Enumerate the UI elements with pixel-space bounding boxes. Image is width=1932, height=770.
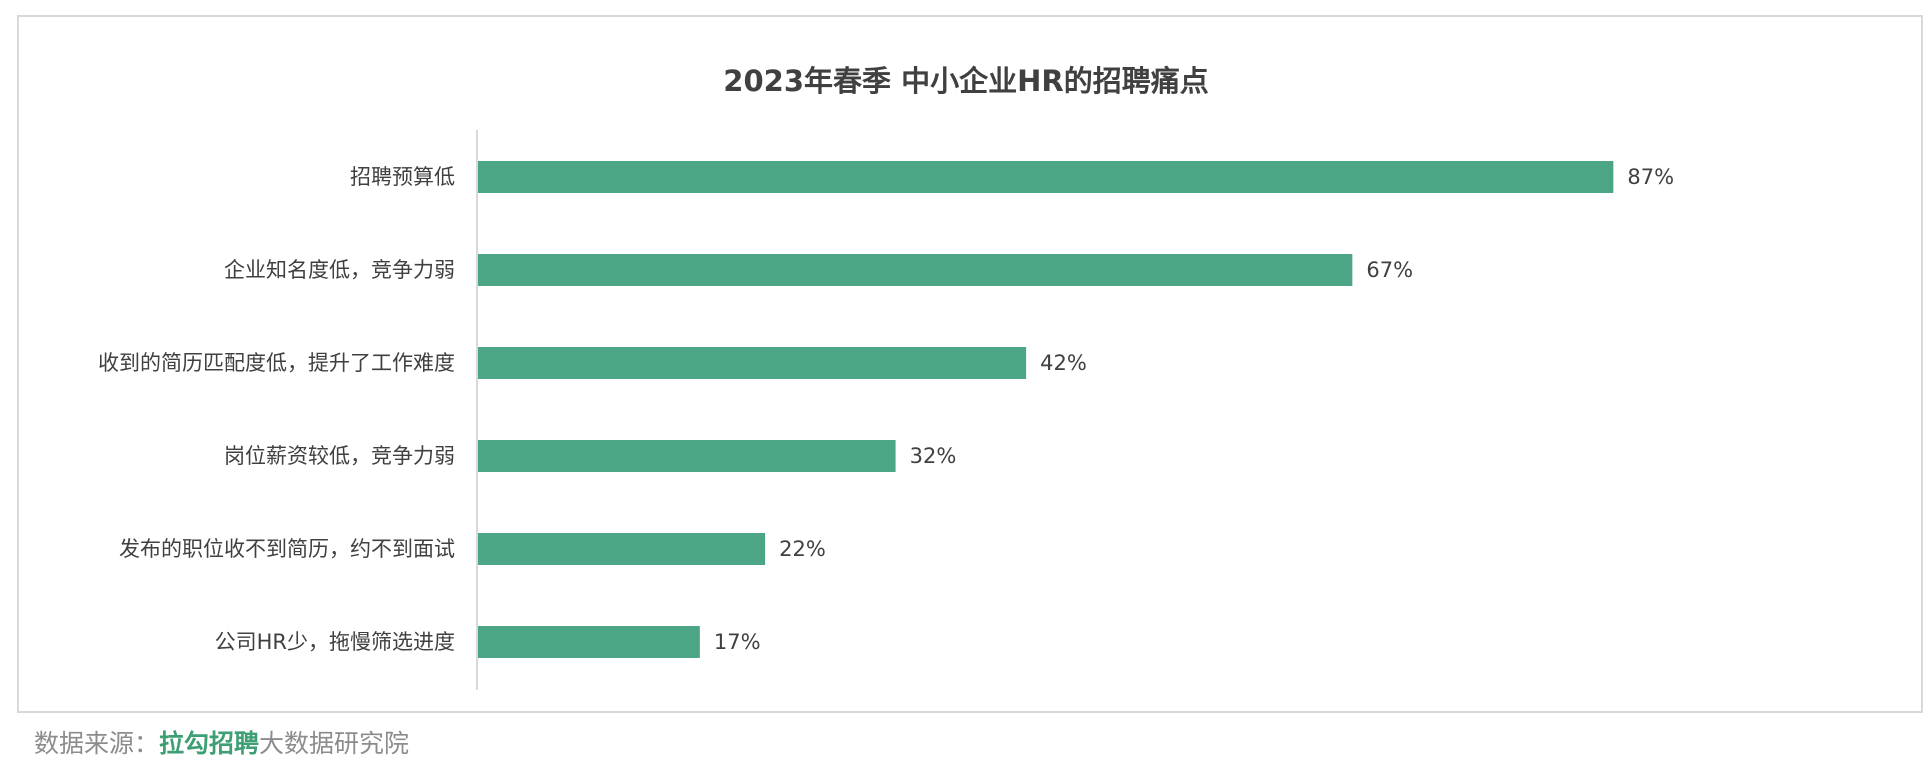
bar <box>478 161 1614 193</box>
bar <box>478 347 1027 379</box>
bar <box>478 626 700 658</box>
bar <box>478 440 896 472</box>
bar-chart: 招聘预算低 87% 企业知名度低，竞争力弱 67% 收到的简历匹配度低，提升了工作难度 4… <box>98 130 1674 690</box>
category-label: 公司HR少，拖慢筛选进度 <box>215 630 455 654</box>
chart-title: 2023年春季 中小企业HR的招聘痛点 <box>723 64 1209 98</box>
category-label: 岗位薪资较低，竞争力弱 <box>224 444 455 468</box>
category-label: 发布的职位收不到简历，约不到面试 <box>119 537 455 561</box>
data-label: 32% <box>910 444 957 468</box>
data-label: 17% <box>714 630 761 654</box>
category-label: 企业知名度低，竞争力弱 <box>224 258 455 282</box>
source-prefix: 数据来源： <box>34 729 160 758</box>
category-label: 收到的简历匹配度低，提升了工作难度 <box>98 351 455 375</box>
source-suffix: 大数据研究院 <box>259 729 410 758</box>
source-brand: 拉勾招聘 <box>159 729 260 758</box>
bar <box>478 533 766 565</box>
category-label: 招聘预算低 <box>350 165 455 189</box>
data-source: 数据来源：拉勾招聘大数据研究院 <box>34 724 409 760</box>
data-label: 42% <box>1040 351 1087 375</box>
data-label: 87% <box>1627 165 1674 189</box>
data-label: 22% <box>779 537 826 561</box>
bar <box>478 254 1353 286</box>
data-label: 67% <box>1366 258 1413 282</box>
